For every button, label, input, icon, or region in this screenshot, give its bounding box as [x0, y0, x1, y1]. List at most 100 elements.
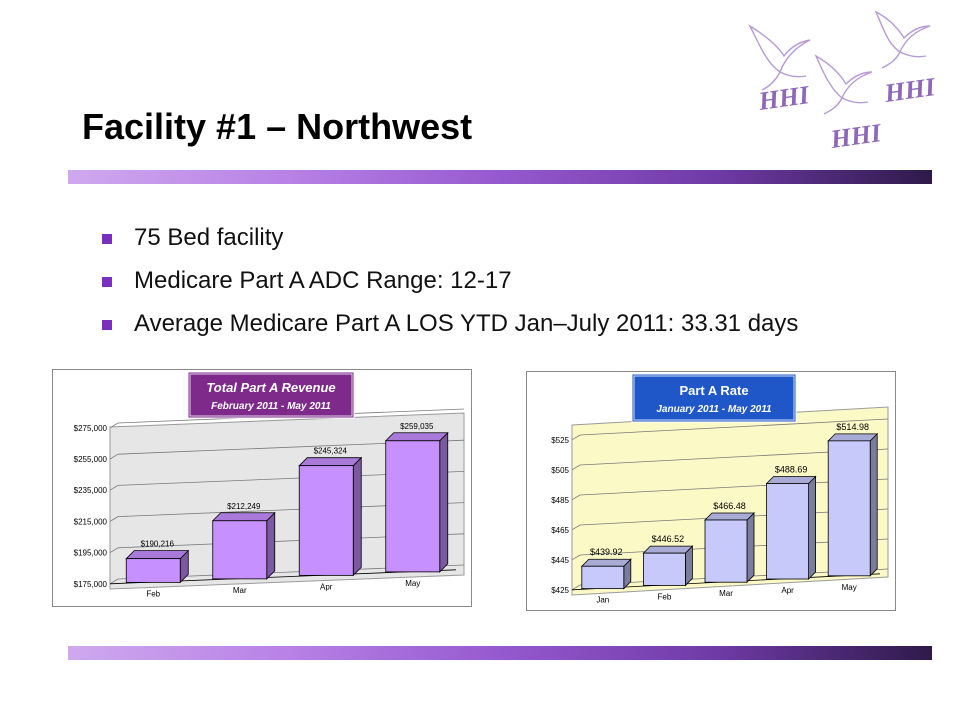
bar: [643, 552, 686, 586]
data-label: $514.98: [836, 422, 869, 432]
gridline-side: [109, 578, 119, 585]
bullet-text: Medicare Part A ADC Range: 12-17: [134, 267, 512, 294]
bar-top: [580, 558, 632, 567]
bar: [298, 465, 354, 576]
bullet-square-icon: [102, 277, 112, 287]
y-tick-label: $505: [551, 466, 569, 475]
gridline-side: [109, 485, 119, 491]
bar-side: [869, 432, 878, 577]
title-box-inner: [633, 375, 795, 421]
y-tick-label: $425: [551, 586, 569, 595]
bar-side: [352, 456, 362, 577]
data-label: $439.92: [590, 547, 623, 557]
data-label: $446.52: [652, 534, 685, 544]
bullet-item: Medicare Part A ADC Range: 12-17: [102, 263, 798, 306]
bottom-divider-bar: [68, 646, 932, 660]
data-label: $212,249: [227, 502, 261, 511]
data-label: $259,035: [400, 422, 434, 431]
chart-title: Part A Rate: [679, 383, 748, 398]
bar: [385, 440, 441, 573]
bar: [766, 483, 810, 580]
dove-icon: [814, 54, 873, 115]
y-tick-label: $275,000: [74, 424, 108, 433]
bars: $190,216 $212,249 $245,324 $259,035: [125, 422, 449, 584]
chart-subtitle: February 2011 - May 2011: [211, 401, 331, 412]
bullet-list: 75 Bed facility Medicare Part A ADC Rang…: [102, 220, 798, 349]
y-tick-label: $215,000: [74, 517, 108, 526]
bar: [125, 558, 181, 583]
bar-top: [765, 476, 817, 484]
bar-side: [746, 512, 755, 584]
data-label: $245,324: [314, 447, 348, 456]
x-tick-label: Feb: [146, 589, 160, 598]
gridline-side: [109, 547, 119, 553]
hhi-logo: HHI HHI HHI: [748, 10, 938, 154]
gridline-side: [109, 453, 119, 460]
gridline-side: [109, 422, 119, 429]
gridline-side: [571, 584, 581, 591]
x-tick-label: Apr: [320, 582, 333, 591]
gridline-side: [571, 434, 581, 441]
logo-text: HHI: [756, 80, 812, 116]
bullet-text: 75 Bed facility: [134, 224, 284, 251]
bar-side: [266, 511, 276, 580]
title-box: [631, 373, 797, 423]
bar-top: [642, 545, 694, 554]
title-box-inner: [189, 373, 353, 417]
y-tick-label: $465: [551, 526, 569, 535]
chart-title: Total Part A Revenue: [206, 380, 335, 395]
x-tick-label: Mar: [233, 586, 247, 595]
bar-top: [125, 550, 190, 560]
y-tick-label: $255,000: [74, 455, 108, 464]
gridline: [579, 418, 889, 436]
bars: $439.92 $446.52 $466.48 $488.69 $514.98: [580, 422, 879, 590]
logo-text: HHI: [828, 118, 884, 154]
revenue-chart: $190,216 $212,249 $245,324 $259,035 $175,00…: [52, 369, 472, 607]
y-axis-ticks: $175,000 $195,000 $215,000 $235,000 $255,000…: [74, 424, 108, 589]
bullet-item: 75 Bed facility: [102, 220, 798, 263]
x-axis-ticks: Feb Mar Apr May: [146, 579, 420, 599]
bar-side: [439, 431, 449, 573]
bar: [827, 440, 871, 577]
bar-top: [704, 512, 755, 521]
top-divider-bar: [68, 170, 932, 184]
y-axis-ticks: $425 $445 $465 $485 $505 $525: [551, 436, 569, 595]
x-axis-ticks: Jan Feb Mar Apr May: [596, 583, 856, 605]
bar: [704, 519, 748, 583]
logo-text: HHI: [882, 72, 938, 108]
y-tick-label: $175,000: [74, 580, 108, 589]
x-tick-label: Apr: [781, 586, 794, 595]
rate-chart: $439.92 $446.52 $466.48 $488.69 $514.98 $425…: [526, 371, 896, 611]
gridline-side: [571, 494, 581, 501]
x-tick-label: Mar: [719, 589, 733, 598]
bar-top: [384, 432, 449, 442]
y-tick-label: $525: [551, 436, 569, 445]
title-box: [187, 371, 355, 419]
bullet-text: Average Medicare Part A LOS YTD Jan–July…: [134, 310, 799, 337]
dove-icon: [874, 10, 931, 69]
x-tick-label: May: [405, 579, 420, 588]
x-tick-label: May: [842, 583, 857, 592]
slide-title: Facility #1 – Northwest: [82, 106, 473, 147]
dove-icon: [748, 24, 811, 91]
bar-top: [298, 457, 363, 467]
x-tick-label: Jan: [596, 596, 609, 605]
y-tick-label: $235,000: [74, 486, 108, 495]
data-label: $466.48: [713, 501, 746, 511]
bullet-square-icon: [102, 320, 112, 330]
gridline-side: [109, 516, 119, 522]
bullet-square-icon: [102, 234, 112, 244]
gridline-side: [571, 524, 581, 531]
chart-subtitle: January 2011 - May 2011: [656, 404, 772, 415]
bullet-item: Average Medicare Part A LOS YTD Jan–July…: [102, 306, 798, 349]
y-tick-label: $195,000: [74, 549, 108, 558]
gridline-side: [571, 464, 581, 471]
y-tick-label: $485: [551, 496, 569, 505]
y-tick-label: $445: [551, 556, 569, 565]
bar: [212, 520, 268, 580]
bar-side: [808, 475, 817, 580]
x-tick-label: Feb: [658, 592, 672, 601]
bar-top: [211, 512, 276, 522]
gridline-side: [571, 554, 581, 561]
bar: [581, 565, 625, 590]
